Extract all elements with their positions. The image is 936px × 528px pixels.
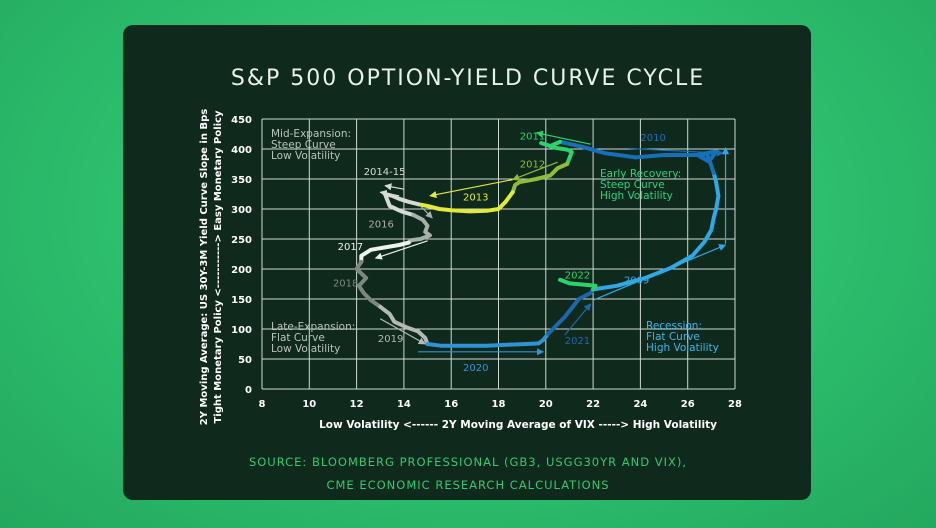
year-label-2009: 2009 <box>624 275 649 286</box>
direction-arrow <box>512 161 558 181</box>
y-tick-label: 100 <box>231 325 252 336</box>
quadrant-text: High Volatility <box>600 190 673 202</box>
series-line-2020 <box>425 331 551 348</box>
series-line-2009 <box>591 171 721 292</box>
y-tick-label: 400 <box>231 145 252 156</box>
y-tick-label: 150 <box>231 295 252 306</box>
axis-ticks: 8 10 12 14 16 18 20 22 24 26 280501001502002503003… <box>231 115 742 410</box>
y-tick-label: 300 <box>231 205 252 216</box>
chart-title: S&P 500 OPTION-YIELD CURVE CYCLE <box>230 66 706 91</box>
quadrant-text: Mid-Expansion: <box>271 128 351 140</box>
x-tick-label: 8 <box>259 399 266 410</box>
y-tick-label: 250 <box>231 235 252 246</box>
x-tick-label: 18 <box>492 399 506 410</box>
series-line-2017 <box>359 240 411 264</box>
x-tick-label: 28 <box>728 399 742 410</box>
series-line-2014-15 <box>383 192 421 217</box>
source-line-1: SOURCE: BLOOMBERG PROFESSIONAL (GB3, USG… <box>248 455 688 469</box>
direction-arrow <box>535 130 591 145</box>
direction-arrow <box>429 179 513 199</box>
year-label-2018: 2018 <box>333 278 358 289</box>
quadrant-text: High Volatility <box>646 342 719 354</box>
quadrant-text: Early Recovery: <box>600 168 681 180</box>
year-label-2012: 2012 <box>520 160 545 171</box>
quadrant-text: Flat Curve <box>646 331 700 343</box>
y-axis-label-line1: 2Y Moving Average: US 30Y-3M Yield Curve… <box>199 109 210 425</box>
x-tick-label: 14 <box>397 399 411 410</box>
quadrant-text: Low Volatility <box>271 343 340 355</box>
year-label-2021: 2021 <box>565 336 590 347</box>
x-tick-label: 16 <box>444 399 458 410</box>
axis-labels: Low Volatility <------ 2Y Moving Average… <box>199 109 717 431</box>
direction-arrow <box>564 303 592 336</box>
series-lines <box>354 139 721 348</box>
chart-card <box>123 25 811 500</box>
year-label-2019: 2019 <box>378 334 403 345</box>
y-tick-label: 200 <box>231 265 252 276</box>
series-line-2018 <box>354 259 383 309</box>
year-labels: 2009 2010 2011 2012 2013 2014-15 2016 2017 2018 2… <box>333 131 666 374</box>
series-line-2010 <box>558 139 719 175</box>
direction-arrow <box>628 147 724 157</box>
x-tick-label: 20 <box>539 399 553 410</box>
direction-arrow <box>379 189 400 197</box>
series-line-2021 <box>546 287 596 336</box>
year-label-2011: 2011 <box>520 131 545 142</box>
year-label-2014-15: 2014-15 <box>364 167 406 178</box>
y-tick-label: 0 <box>245 385 252 396</box>
year-label-2013: 2013 <box>463 193 488 204</box>
x-tick-label: 10 <box>302 399 316 410</box>
series-line-2013 <box>416 190 515 214</box>
quadrant-text: Recession: <box>646 320 702 332</box>
series-line-2011 <box>539 139 574 166</box>
year-label-2010: 2010 <box>640 133 665 144</box>
x-tick-label: 12 <box>350 399 364 410</box>
series-line-2012 <box>510 162 570 195</box>
quadrant-text: Low Volatility <box>271 150 340 162</box>
source-line-2: CME ECONOMIC RESEARCH CALCULATIONS <box>326 478 610 492</box>
direction-arrow <box>592 244 727 301</box>
direction-arrow <box>374 240 428 260</box>
direction-arrow <box>379 318 426 345</box>
year-label-2016: 2016 <box>368 220 393 231</box>
quadrant-text: Late-Expansion: <box>271 321 355 333</box>
x-tick-label: 22 <box>586 399 600 410</box>
series-line-2016 <box>406 213 432 245</box>
x-axis-label: Low Volatility <------ 2Y Moving Average… <box>319 419 717 431</box>
series-line-2022 <box>558 277 598 292</box>
direction-arrows <box>374 130 730 356</box>
x-tick-label: 24 <box>633 399 647 410</box>
year-label-2017: 2017 <box>338 242 363 253</box>
y-tick-label: 50 <box>238 355 252 366</box>
x-tick-label: 26 <box>681 399 695 410</box>
year-label-2022: 2022 <box>565 271 590 282</box>
quadrant-text: Steep Curve <box>271 139 336 151</box>
direction-arrow <box>420 205 433 219</box>
y-tick-label: 350 <box>231 175 252 186</box>
y-axis-label-line2: Tight Monetary Policy <-----------> Easy… <box>213 110 224 424</box>
grid <box>261 118 736 390</box>
direction-arrow <box>384 183 405 191</box>
y-tick-label: 450 <box>231 115 252 126</box>
quadrant-text: Flat Curve <box>271 332 325 344</box>
quadrant-text: Steep Curve <box>600 179 665 191</box>
year-label-2020: 2020 <box>463 363 488 374</box>
